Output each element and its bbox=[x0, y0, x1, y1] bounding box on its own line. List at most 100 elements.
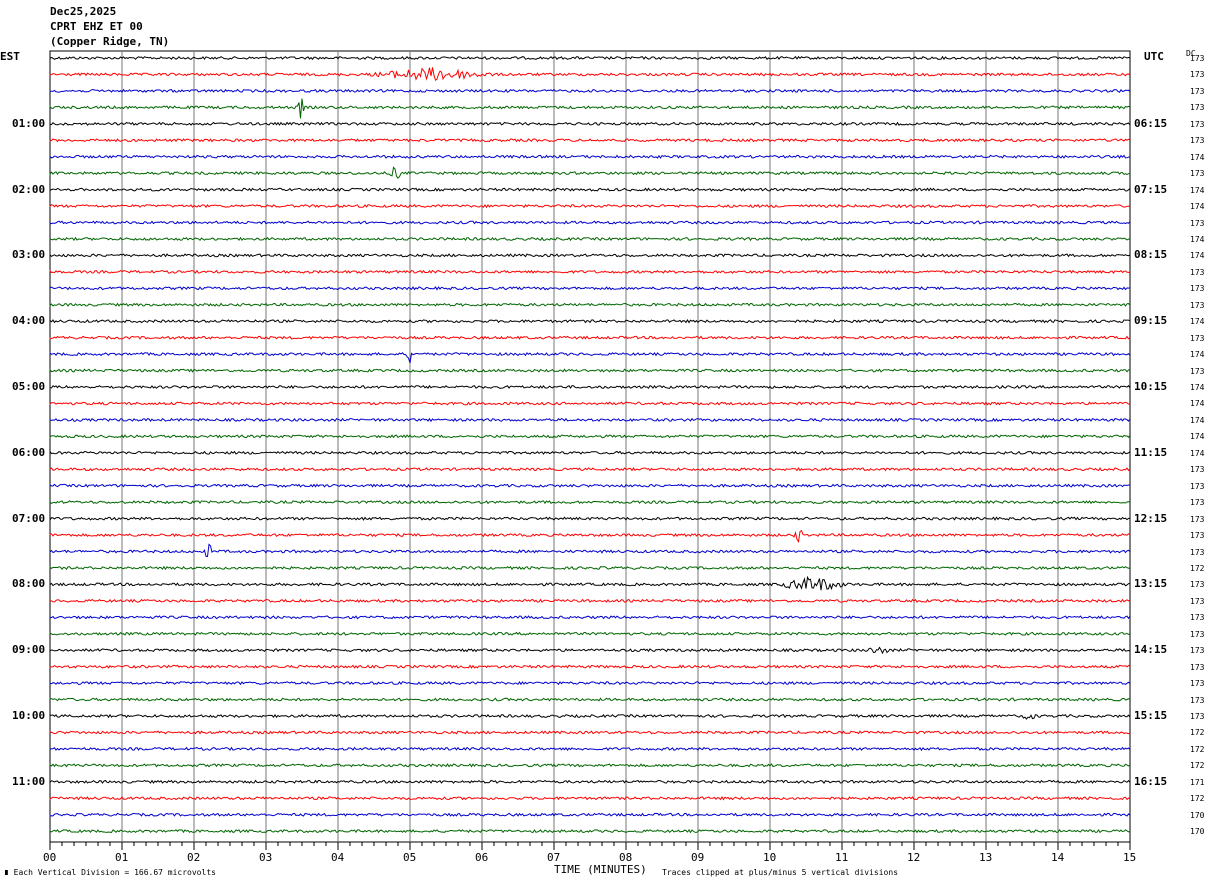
x-tick-label: 12 bbox=[907, 851, 921, 864]
dc-offset-value: 174 bbox=[1190, 432, 1205, 442]
dc-offset-value: 172 bbox=[1190, 761, 1205, 771]
seismic-trace bbox=[49, 351, 1131, 364]
x-tick-label: 08 bbox=[619, 851, 633, 864]
seismic-trace bbox=[49, 499, 1131, 505]
est-hour-label: 04:00 bbox=[12, 314, 46, 328]
est-hour-label: 06:00 bbox=[12, 445, 46, 459]
scale-icon: ∎ bbox=[4, 868, 9, 877]
seismic-trace bbox=[49, 543, 1131, 558]
utc-hour-label: 13:15 bbox=[1134, 577, 1168, 591]
dc-offset-value: 174 bbox=[1190, 251, 1205, 261]
seismic-trace bbox=[49, 166, 1131, 179]
x-tick-label: 11 bbox=[835, 851, 849, 864]
dc-offset-value: 174 bbox=[1190, 448, 1205, 458]
seismic-trace bbox=[49, 575, 1130, 591]
seismic-trace bbox=[49, 302, 1131, 308]
chart-date: Dec25,2025 bbox=[50, 5, 117, 18]
dc-offset-value: 173 bbox=[1190, 103, 1205, 113]
dc-offset-value: 173 bbox=[1190, 514, 1205, 524]
x-tick-label: 03 bbox=[259, 851, 273, 864]
dc-offset-value: 172 bbox=[1190, 744, 1205, 754]
right-axis-title: UTC bbox=[1144, 50, 1164, 63]
dc-offset-value: 173 bbox=[1190, 498, 1205, 508]
seismic-trace bbox=[49, 138, 1131, 143]
seismic-trace bbox=[49, 236, 1131, 242]
dc-offset-value: 173 bbox=[1190, 596, 1205, 606]
clip-note: Traces clipped at plus/minus 5 vertical … bbox=[662, 868, 899, 877]
x-tick-label: 13 bbox=[979, 851, 993, 864]
dc-offset-value: 173 bbox=[1190, 580, 1205, 590]
dc-offset-value: 173 bbox=[1190, 70, 1205, 80]
seismic-trace bbox=[49, 615, 1131, 620]
utc-hour-label: 14:15 bbox=[1134, 643, 1168, 657]
dc-offset-value: 173 bbox=[1190, 613, 1205, 623]
seismic-trace bbox=[49, 763, 1131, 768]
seismic-trace bbox=[49, 187, 1131, 192]
utc-hour-label: 16:15 bbox=[1134, 774, 1168, 788]
seismic-trace bbox=[49, 450, 1131, 455]
est-hour-label: 02:00 bbox=[12, 182, 46, 196]
seismic-trace bbox=[50, 598, 1131, 604]
seismic-trace bbox=[49, 565, 1131, 571]
seismic-trace bbox=[49, 401, 1131, 406]
x-tick-label: 06 bbox=[475, 851, 489, 864]
utc-hour-label: 15:15 bbox=[1134, 709, 1168, 722]
dc-offset-value: 173 bbox=[1190, 629, 1205, 639]
dc-offset-value: 174 bbox=[1190, 399, 1205, 409]
dc-offset-value: 174 bbox=[1190, 234, 1205, 244]
seismic-trace bbox=[49, 286, 1131, 291]
x-tick-label: 02 bbox=[187, 851, 201, 864]
x-tick-label: 14 bbox=[1051, 851, 1065, 864]
x-tick-label: 00 bbox=[43, 851, 57, 864]
station-code: CPRT EHZ ET 00 bbox=[50, 20, 143, 33]
dc-offset-value: 170 bbox=[1190, 810, 1205, 820]
x-tick-label: 07 bbox=[547, 851, 561, 864]
seismic-trace bbox=[49, 88, 1131, 94]
est-hour-label: 01:00 bbox=[12, 116, 46, 130]
seismic-trace bbox=[49, 319, 1131, 324]
seismic-trace bbox=[49, 67, 1131, 82]
x-tick-label: 05 bbox=[403, 851, 417, 864]
seismic-trace bbox=[49, 368, 1131, 373]
dc-offset-value: 173 bbox=[1190, 695, 1205, 705]
dc-offset-value: 173 bbox=[1190, 136, 1205, 146]
est-hour-label: 03:00 bbox=[12, 248, 46, 262]
dc-offset-value: 174 bbox=[1190, 350, 1205, 360]
dc-offset-value: 174 bbox=[1190, 383, 1205, 392]
dc-offset-value: 174 bbox=[1190, 185, 1205, 195]
dc-offset-value: 174 bbox=[1190, 152, 1205, 162]
seismic-trace bbox=[49, 154, 1131, 159]
est-hour-label: 09:00 bbox=[12, 643, 46, 657]
seismic-trace bbox=[49, 335, 1131, 340]
dc-offset-value: 172 bbox=[1190, 563, 1205, 573]
seismic-trace bbox=[49, 203, 1131, 209]
utc-hour-label: 08:15 bbox=[1134, 248, 1168, 262]
seismic-trace bbox=[49, 269, 1131, 275]
seismic-trace bbox=[49, 253, 1131, 258]
x-tick-label: 09 bbox=[691, 851, 705, 864]
seismic-trace bbox=[49, 220, 1131, 225]
dc-offset-value: 174 bbox=[1190, 202, 1205, 212]
est-hour-label: 05:00 bbox=[12, 380, 46, 393]
left-axis-title: EST bbox=[0, 50, 20, 63]
seismic-trace bbox=[49, 631, 1131, 636]
dc-offset-value: 174 bbox=[1190, 317, 1205, 327]
dc-offset-value: 173 bbox=[1190, 481, 1205, 491]
dc-offset-value: 174 bbox=[1190, 415, 1205, 425]
dc-offset-value: 173 bbox=[1190, 531, 1205, 541]
dc-offset-value: 173 bbox=[1190, 465, 1205, 475]
seismic-trace bbox=[49, 779, 1131, 784]
seismic-trace bbox=[49, 98, 1131, 119]
x-axis-label: TIME (MINUTES) bbox=[554, 863, 647, 876]
plot-frame bbox=[49, 50, 1131, 843]
utc-hour-label: 12:15 bbox=[1134, 511, 1168, 525]
scale-note: ∎ Each Vertical Division = 166.67 microv… bbox=[4, 868, 216, 877]
chart-header: Dec25,2025 CPRT EHZ ET 00 (Copper Ridge,… bbox=[50, 4, 169, 49]
dc-offset-value: 173 bbox=[1190, 169, 1205, 179]
seismic-trace bbox=[49, 713, 1131, 720]
dc-offset-value: 173 bbox=[1190, 646, 1205, 656]
dc-offset-value: 173 bbox=[1190, 366, 1205, 376]
dc-offset-value: 173 bbox=[1190, 218, 1205, 228]
dc-offset-value: 173 bbox=[1190, 712, 1205, 721]
